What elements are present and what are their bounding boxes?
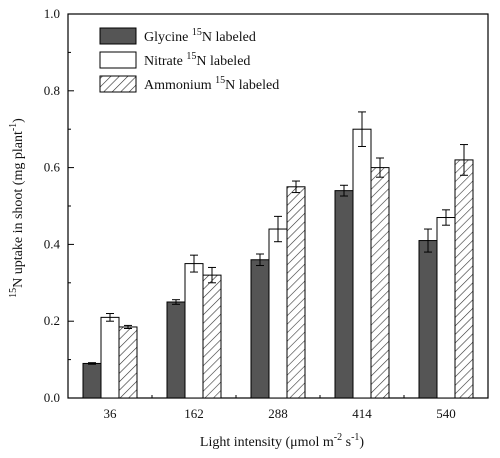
y-tick-label: 0.8 (44, 83, 60, 98)
bar (370, 167, 390, 399)
bar (100, 316, 120, 399)
legend-entry-label: Ammonium 15N labeled (144, 75, 279, 93)
bar (202, 274, 222, 399)
legend-swatch (99, 51, 137, 69)
bar (250, 259, 270, 399)
legend-entry-label: Glycine 15N labeled (144, 27, 256, 45)
x-tick-label: 414 (352, 406, 372, 421)
bar (82, 362, 102, 399)
bar (118, 326, 138, 399)
legend-swatch (99, 75, 137, 93)
bar (436, 217, 456, 399)
bar (454, 159, 474, 399)
plot-area: 0.0 0.2 0.4 0.6 0.8 1.0 36 162 288 414 540 (44, 6, 489, 421)
y-tick-label: 0.2 (44, 313, 60, 328)
x-tick-label: 540 (436, 406, 456, 421)
y-tick-label: 0.4 (44, 236, 61, 251)
bar (334, 190, 354, 399)
bar (286, 186, 306, 399)
x-tick-label: 288 (268, 406, 288, 421)
legend-entry-label: Nitrate 15N labeled (144, 51, 250, 69)
y-tick-label: 1.0 (44, 6, 60, 21)
x-tick-label: 36 (104, 406, 118, 421)
legend-swatch (99, 27, 137, 45)
x-tick-label: 162 (184, 406, 204, 421)
y-tick-label: 0.6 (44, 160, 61, 175)
bar (352, 128, 372, 399)
bar (268, 228, 288, 399)
bar (184, 263, 204, 399)
y-axis-title: 15N uptake in shoot (mg plant-1) (8, 118, 26, 298)
bar (418, 240, 438, 399)
y-tick-label: 0.0 (44, 390, 60, 405)
bar (166, 301, 186, 399)
legend: Glycine 15N labeled Nitrate 15N labeled Am… (99, 27, 279, 93)
x-axis-title: Light intensity (μmol m-2 s-1) (200, 432, 365, 450)
